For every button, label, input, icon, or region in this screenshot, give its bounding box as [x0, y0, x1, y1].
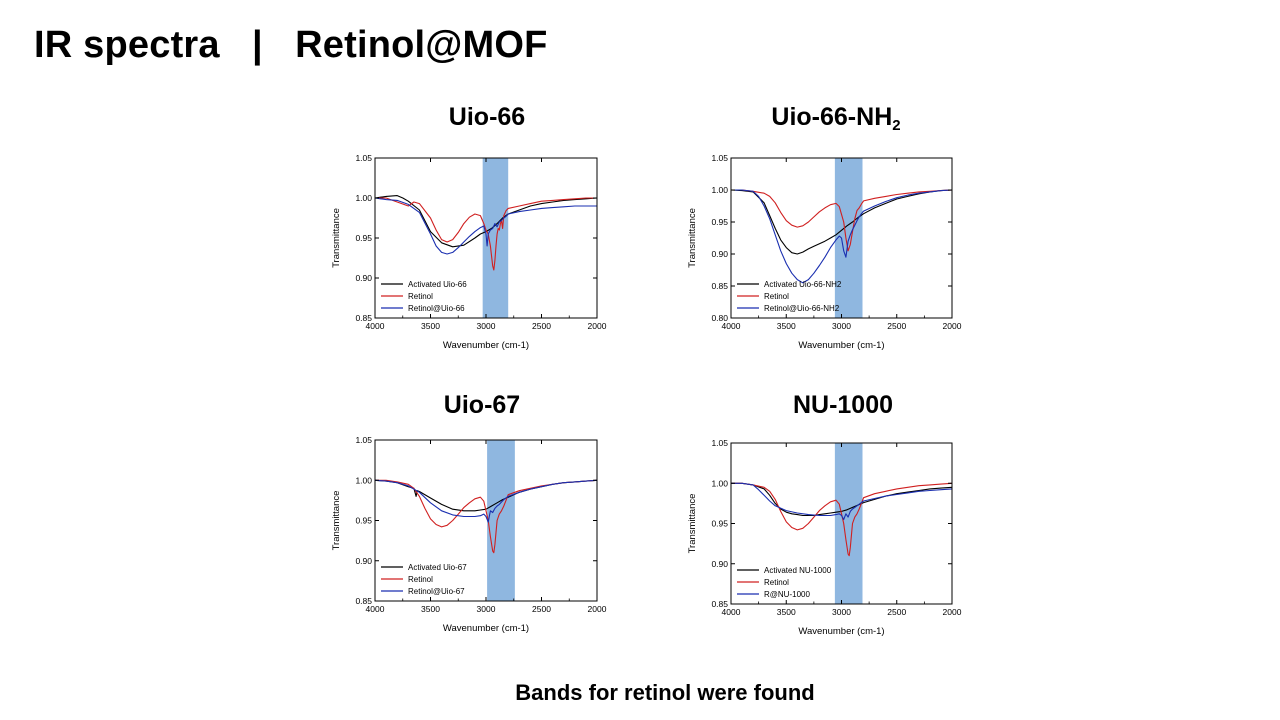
y-axis-label: Transmittance [687, 208, 698, 268]
x-tick-label: 3500 [421, 604, 440, 614]
y-tick-label: 0.85 [355, 596, 372, 606]
x-tick-label: 2500 [887, 321, 906, 331]
highlight-band [487, 440, 515, 601]
legend-label: Retinol@Uio-67 [408, 587, 465, 596]
y-tick-label: 1.00 [355, 475, 372, 485]
y-tick-label: 0.95 [355, 516, 372, 526]
legend-label: Activated Uio-66-NH2 [764, 280, 842, 289]
x-tick-label: 3000 [477, 321, 496, 331]
y-tick-label: 0.95 [711, 519, 728, 529]
x-tick-label: 3000 [477, 604, 496, 614]
legend-label: R@NU-1000 [764, 590, 810, 599]
x-tick-label: 2000 [943, 607, 962, 617]
highlight-band [835, 443, 863, 604]
x-axis-label: Wavenumber (cm-1) [443, 340, 529, 351]
x-tick-label: 2500 [532, 604, 551, 614]
x-tick-label: 2500 [887, 607, 906, 617]
footer-caption: Bands for retinol were found [0, 680, 1280, 706]
y-tick-label: 1.05 [355, 435, 372, 445]
x-tick-label: 3500 [777, 321, 796, 331]
legend-label: Retinol@Uio-66 [408, 304, 465, 313]
chart-uio66nh2: 400035003000250020000.800.850.900.951.00… [687, 153, 962, 351]
x-tick-label: 3000 [832, 607, 851, 617]
y-axis-label: Transmittance [331, 491, 342, 551]
x-axis-label: Wavenumber (cm-1) [798, 626, 884, 637]
chart-uio66: 400035003000250020000.850.900.951.001.05… [331, 153, 607, 351]
legend-label: Activated NU-1000 [764, 566, 832, 575]
x-tick-label: 3000 [832, 321, 851, 331]
legend-label: Retinol [764, 292, 789, 301]
x-axis-label: Wavenumber (cm-1) [798, 340, 884, 351]
legend-label: Retinol [408, 292, 433, 301]
legend-label: Retinol [764, 578, 789, 587]
legend-label: Retinol@Uio-66-NH2 [764, 304, 840, 313]
y-tick-label: 0.80 [711, 313, 728, 323]
y-tick-label: 0.85 [711, 599, 728, 609]
x-tick-label: 2000 [588, 604, 607, 614]
y-tick-label: 1.00 [711, 478, 728, 488]
chart-uio67: 400035003000250020000.850.900.951.001.05… [331, 435, 607, 634]
legend-label: Retinol [408, 575, 433, 584]
x-tick-label: 2000 [943, 321, 962, 331]
y-tick-label: 0.95 [711, 217, 728, 227]
x-tick-label: 3500 [421, 321, 440, 331]
y-tick-label: 0.90 [711, 559, 728, 569]
y-tick-label: 0.85 [711, 281, 728, 291]
y-tick-label: 0.90 [711, 249, 728, 259]
chart-nu1000: 400035003000250020000.850.900.951.001.05… [687, 438, 962, 637]
y-tick-label: 1.05 [711, 438, 728, 448]
legend-label: Activated Uio-66 [408, 280, 467, 289]
legend-label: Activated Uio-67 [408, 563, 467, 572]
y-tick-label: 1.05 [711, 153, 728, 163]
y-tick-label: 0.85 [355, 313, 372, 323]
x-tick-label: 2000 [588, 321, 607, 331]
y-tick-label: 0.95 [355, 233, 372, 243]
y-tick-label: 1.00 [711, 185, 728, 195]
x-tick-label: 3500 [777, 607, 796, 617]
y-axis-label: Transmittance [331, 208, 342, 268]
x-axis-label: Wavenumber (cm-1) [443, 623, 529, 634]
y-tick-label: 1.00 [355, 193, 372, 203]
x-tick-label: 2500 [532, 321, 551, 331]
y-tick-label: 0.90 [355, 556, 372, 566]
y-tick-label: 1.05 [355, 153, 372, 163]
y-tick-label: 0.90 [355, 273, 372, 283]
y-axis-label: Transmittance [687, 494, 698, 554]
